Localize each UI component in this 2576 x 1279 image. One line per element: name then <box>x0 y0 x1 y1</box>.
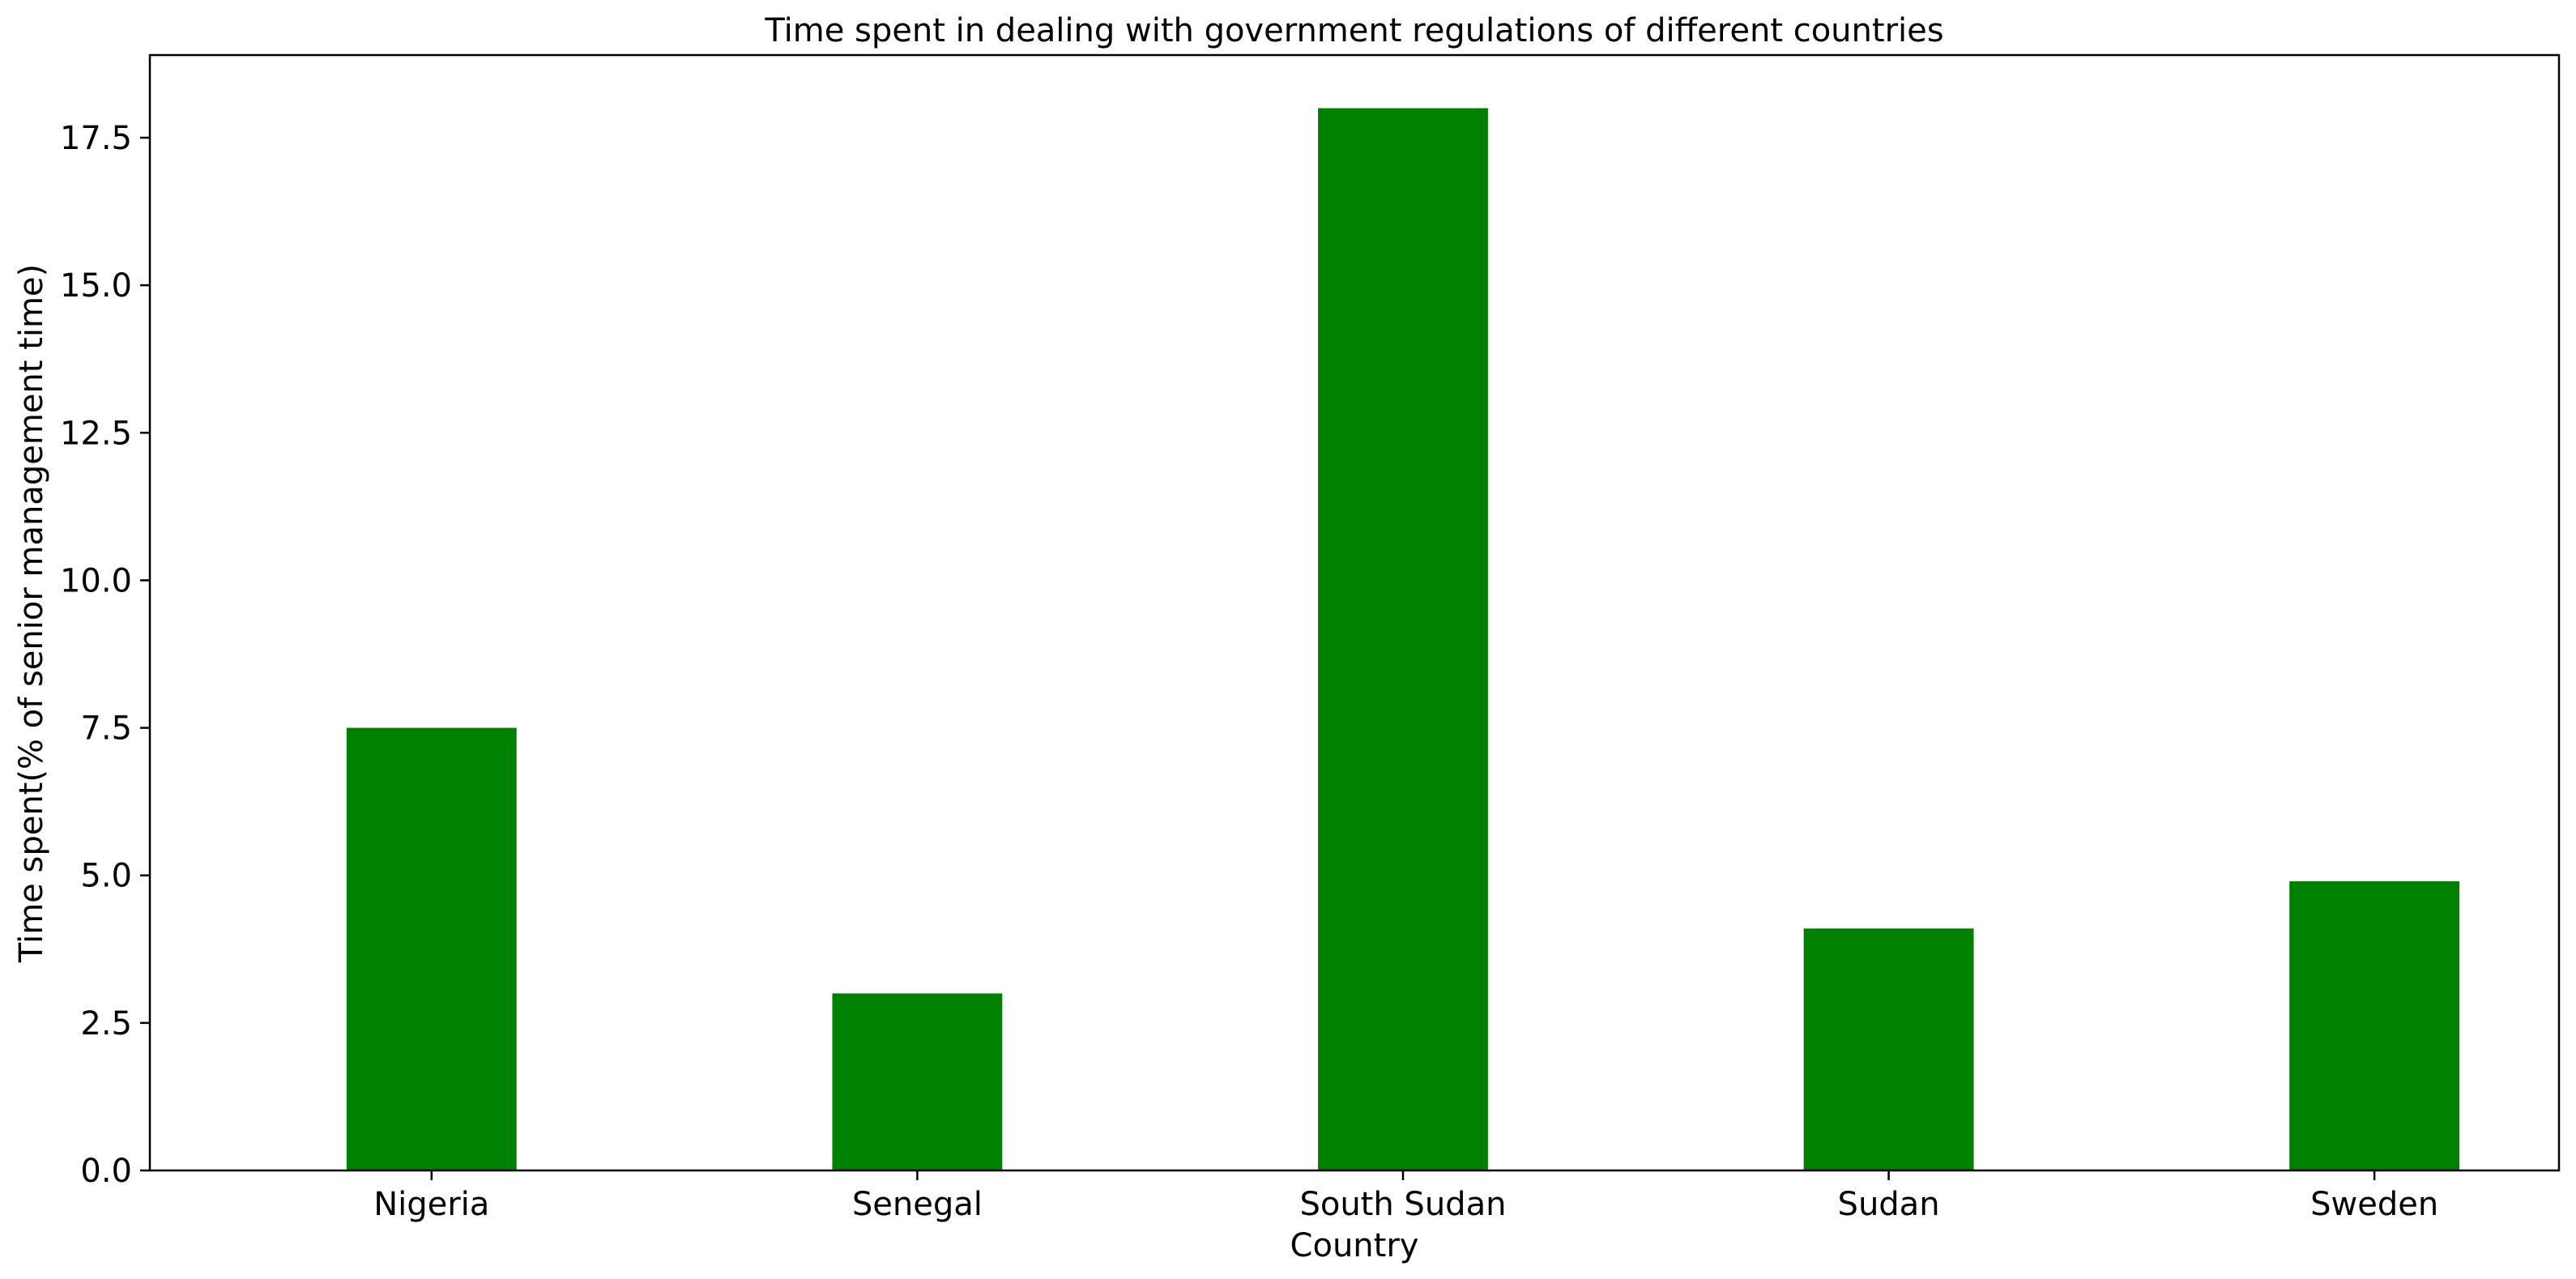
x-tick-label: South Sudan <box>1299 1186 1506 1223</box>
x-tick-label: Sudan <box>1838 1186 1940 1223</box>
y-tick-label: 10.0 <box>60 562 132 599</box>
bar-sweden <box>2289 881 2460 1170</box>
x-tick-label: Nigeria <box>373 1186 489 1223</box>
y-axis: 0.0 2.5 5.0 7.5 10.0 12.5 15.0 17.5 <box>60 120 150 1190</box>
y-tick-label: 2.5 <box>80 1005 132 1042</box>
x-axis: Nigeria Senegal South Sudan Sudan Sweden <box>373 1170 2438 1223</box>
y-tick-label: 7.5 <box>80 710 132 748</box>
bars-group <box>346 108 2460 1171</box>
y-tick-label: 12.5 <box>60 415 132 452</box>
plot-area-frame <box>148 53 2561 1172</box>
x-tick-label: Senegal <box>852 1186 983 1223</box>
y-tick-label: 15.0 <box>60 267 132 305</box>
y-tick-label: 5.0 <box>80 858 132 895</box>
y-tick-label: 0.0 <box>80 1153 132 1190</box>
bar-nigeria <box>346 727 517 1170</box>
y-axis-label: Time spent(% of senior management time) <box>13 264 50 963</box>
bar-south-sudan <box>1318 108 1488 1171</box>
x-axis-label: Country <box>1290 1227 1419 1264</box>
x-tick-label: Sweden <box>2310 1186 2438 1223</box>
y-tick-label: 17.5 <box>60 120 132 157</box>
bar-senegal <box>832 993 1003 1170</box>
bar-sudan <box>1803 928 1974 1170</box>
chart-title: Time spent in dealing with government re… <box>764 12 1943 49</box>
